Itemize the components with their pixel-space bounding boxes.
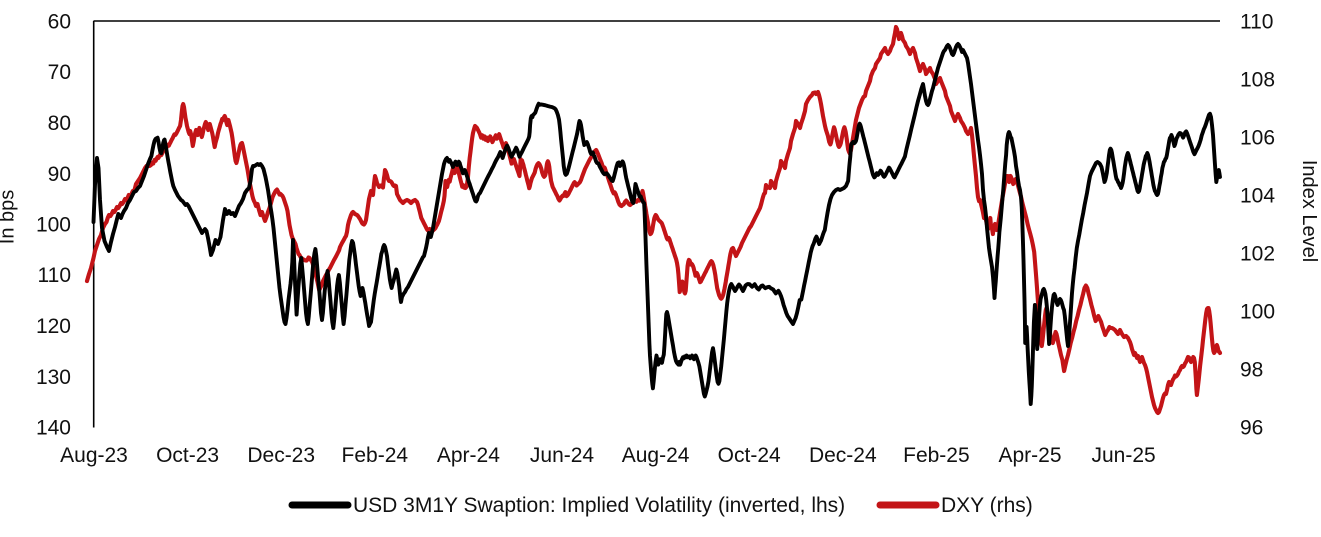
svg-text:Jun-25: Jun-25 [1091, 444, 1155, 467]
svg-text:Dec-24: Dec-24 [809, 444, 877, 467]
svg-text:Feb-25: Feb-25 [903, 444, 970, 467]
svg-text:96: 96 [1240, 417, 1263, 440]
svg-text:Feb-24: Feb-24 [342, 444, 409, 467]
svg-text:Aug-23: Aug-23 [60, 444, 128, 467]
svg-text:100: 100 [36, 214, 71, 237]
svg-text:Aug-24: Aug-24 [622, 444, 690, 467]
svg-text:Apr-25: Apr-25 [998, 444, 1061, 467]
svg-text:130: 130 [36, 366, 71, 389]
svg-text:140: 140 [36, 417, 71, 440]
svg-text:90: 90 [48, 163, 71, 186]
svg-text:USD 3M1Y Swaption: Implied Vol: USD 3M1Y Swaption: Implied Volatility (i… [353, 494, 845, 517]
svg-text:106: 106 [1240, 127, 1275, 150]
svg-text:102: 102 [1240, 243, 1275, 266]
svg-text:Index Level: Index Level [1298, 160, 1320, 262]
svg-text:70: 70 [48, 61, 71, 84]
svg-text:120: 120 [36, 315, 71, 338]
svg-text:60: 60 [48, 11, 71, 34]
svg-text:In bps: In bps [0, 190, 19, 244]
svg-text:DXY (rhs): DXY (rhs) [941, 494, 1033, 517]
svg-text:Oct-23: Oct-23 [156, 444, 219, 467]
svg-text:108: 108 [1240, 69, 1275, 92]
svg-text:110: 110 [38, 264, 71, 287]
svg-text:80: 80 [48, 112, 71, 135]
svg-text:Apr-24: Apr-24 [437, 444, 500, 467]
svg-text:Dec-23: Dec-23 [247, 444, 315, 467]
svg-text:100: 100 [1240, 301, 1275, 324]
svg-text:110: 110 [1240, 11, 1273, 34]
svg-text:98: 98 [1240, 359, 1263, 382]
svg-text:Jun-24: Jun-24 [530, 444, 595, 467]
svg-text:104: 104 [1240, 185, 1275, 208]
svg-text:Oct-24: Oct-24 [718, 444, 781, 467]
